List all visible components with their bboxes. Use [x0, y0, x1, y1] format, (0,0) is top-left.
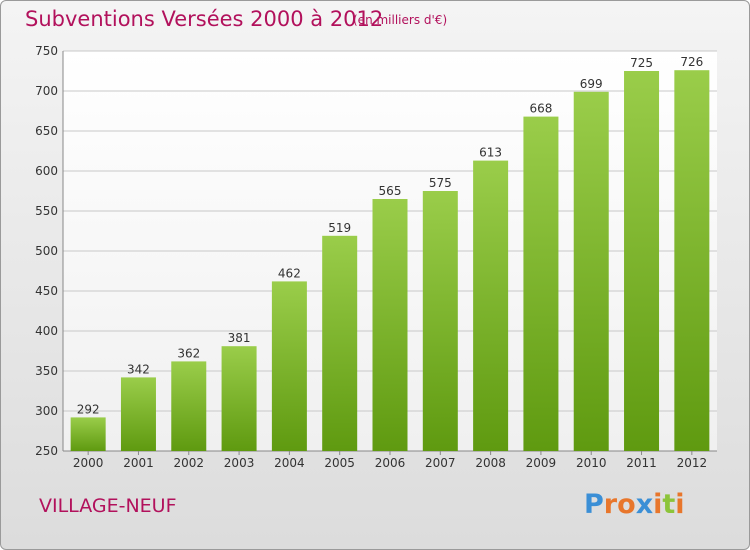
y-tick-label: 700: [35, 84, 58, 98]
y-axis-ticks: 250 300 350 400 450 500 550 600 650 700 750: [35, 44, 58, 458]
data-label: 342: [127, 362, 150, 376]
bar-2005: [322, 235, 358, 451]
bar-2006: [372, 199, 408, 451]
y-tick-label: 600: [35, 164, 58, 178]
x-tick-label: 2001: [123, 456, 154, 470]
data-labels: 292 342 362 381 462 519 565 575 613 668 699 725 726: [77, 55, 704, 416]
x-tick-label: 2011: [626, 456, 657, 470]
bar-2000: [70, 417, 106, 451]
y-tick-label: 750: [35, 44, 58, 58]
bar-2009: [523, 116, 559, 451]
logo-letter: P: [584, 489, 604, 520]
data-label: 362: [177, 346, 200, 360]
data-label: 725: [630, 56, 653, 70]
x-tick-label: 2008: [475, 456, 506, 470]
y-tick-label: 400: [35, 324, 58, 338]
x-tick-label: 2002: [173, 456, 204, 470]
y-tick-label: 550: [35, 204, 58, 218]
bar-2011: [624, 71, 660, 451]
data-label: 575: [429, 176, 452, 190]
bar-2002: [171, 361, 207, 451]
logo-letter: o: [617, 489, 636, 520]
x-tick-label: 2005: [324, 456, 355, 470]
bar-2003: [221, 346, 257, 451]
data-label: 699: [580, 77, 603, 91]
y-tick-label: 650: [35, 124, 58, 138]
data-label: 613: [479, 146, 502, 160]
x-tick-label: 2012: [677, 456, 708, 470]
data-label: 292: [77, 402, 100, 416]
logo-letter: t: [662, 489, 676, 520]
x-tick-label: 2010: [576, 456, 607, 470]
data-label: 565: [379, 184, 402, 198]
chart-title: Subventions Versées 2000 à 2012: [25, 7, 384, 31]
proxiti-logo: Proxiti: [584, 489, 685, 520]
data-label: 462: [278, 266, 301, 280]
x-tick-label: 2007: [425, 456, 456, 470]
logo-letter: r: [603, 489, 618, 520]
data-label: 668: [529, 102, 552, 116]
bar-2007: [422, 191, 458, 451]
y-tick-label: 450: [35, 284, 58, 298]
logo-letter: x: [635, 489, 654, 520]
x-tick-label: 2003: [224, 456, 255, 470]
logo-letter: i: [675, 489, 685, 520]
data-label: 381: [228, 331, 251, 345]
y-tick-label: 350: [35, 364, 58, 378]
x-tick-label: 2006: [375, 456, 406, 470]
logo-letter: i: [653, 489, 663, 520]
x-axis-ticks: 2000 2001 2002 2003 2004 2005 2006 2007 2008 2009…: [73, 451, 707, 470]
bar-2001: [120, 377, 156, 451]
bar-2010: [573, 91, 609, 452]
commune-name: VILLAGE-NEUF: [39, 495, 177, 517]
x-tick-label: 2004: [274, 456, 305, 470]
bar-2004: [271, 281, 307, 451]
chart-subtitle: (en milliers d'€): [353, 13, 448, 27]
data-label: 519: [328, 221, 351, 235]
bar-2012: [674, 70, 710, 451]
bars: [70, 70, 710, 452]
y-tick-label: 300: [35, 404, 58, 418]
bar-2008: [473, 160, 509, 451]
data-label: 726: [680, 55, 703, 69]
y-tick-label: 500: [35, 244, 58, 258]
y-tick-label: 250: [35, 444, 58, 458]
x-tick-label: 2000: [73, 456, 104, 470]
x-tick-label: 2009: [526, 456, 557, 470]
